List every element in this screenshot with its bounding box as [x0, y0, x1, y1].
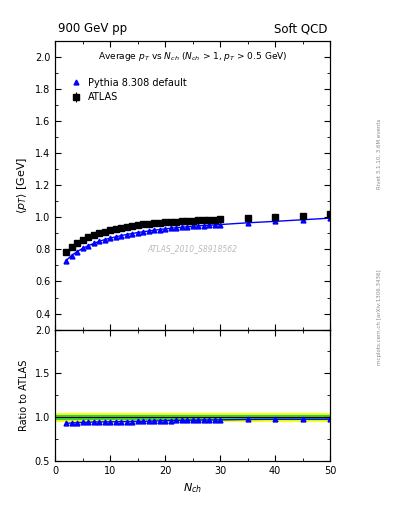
Pythia 8.308 default — [201, 222, 206, 228]
Text: Soft QCD: Soft QCD — [274, 22, 327, 35]
Pythia 8.308 default — [163, 226, 167, 232]
Pythia 8.308 default — [97, 238, 101, 244]
Pythia 8.308 default — [152, 227, 156, 233]
Legend: Pythia 8.308 default, ATLAS: Pythia 8.308 default, ATLAS — [65, 75, 189, 105]
Pythia 8.308 default — [75, 249, 79, 255]
Line: Pythia 8.308 default: Pythia 8.308 default — [64, 216, 332, 263]
X-axis label: $N_{ch}$: $N_{ch}$ — [183, 481, 202, 495]
Pythia 8.308 default — [179, 224, 184, 230]
Pythia 8.308 default — [113, 234, 118, 240]
Pythia 8.308 default — [212, 222, 217, 228]
Pythia 8.308 default — [119, 232, 123, 239]
Text: 900 GeV pp: 900 GeV pp — [58, 22, 127, 35]
Pythia 8.308 default — [207, 222, 211, 228]
Pythia 8.308 default — [328, 215, 332, 221]
Pythia 8.308 default — [64, 258, 68, 264]
Pythia 8.308 default — [91, 241, 96, 247]
Text: Rivet 3.1.10, 3.6M events: Rivet 3.1.10, 3.6M events — [377, 118, 382, 189]
Pythia 8.308 default — [102, 237, 107, 243]
Pythia 8.308 default — [86, 243, 90, 249]
Pythia 8.308 default — [196, 223, 200, 229]
Pythia 8.308 default — [146, 228, 151, 234]
Pythia 8.308 default — [273, 218, 277, 224]
Pythia 8.308 default — [168, 225, 173, 231]
Bar — [55, 413, 330, 421]
Text: mcplots.cern.ch [arXiv:1306.3436]: mcplots.cern.ch [arXiv:1306.3436] — [377, 270, 382, 365]
Pythia 8.308 default — [185, 224, 189, 230]
Pythia 8.308 default — [135, 229, 140, 236]
Pythia 8.308 default — [218, 222, 222, 228]
Bar — [55, 415, 330, 419]
Pythia 8.308 default — [130, 230, 134, 237]
Y-axis label: $\langle p_T \rangle$ [GeV]: $\langle p_T \rangle$ [GeV] — [15, 157, 29, 214]
Pythia 8.308 default — [108, 235, 112, 241]
Y-axis label: Ratio to ATLAS: Ratio to ATLAS — [19, 359, 29, 431]
Pythia 8.308 default — [157, 226, 162, 232]
Pythia 8.308 default — [141, 229, 145, 235]
Pythia 8.308 default — [190, 223, 195, 229]
Text: ATLAS_2010_S8918562: ATLAS_2010_S8918562 — [147, 244, 238, 253]
Pythia 8.308 default — [300, 217, 305, 223]
Pythia 8.308 default — [80, 245, 85, 251]
Pythia 8.308 default — [174, 225, 178, 231]
Pythia 8.308 default — [245, 220, 250, 226]
Text: Average $p_T$ vs $N_{ch}$ ($N_{ch}$ > 1, $p_T$ > 0.5 GeV): Average $p_T$ vs $N_{ch}$ ($N_{ch}$ > 1,… — [98, 50, 287, 62]
Pythia 8.308 default — [69, 252, 74, 259]
Pythia 8.308 default — [124, 231, 129, 238]
